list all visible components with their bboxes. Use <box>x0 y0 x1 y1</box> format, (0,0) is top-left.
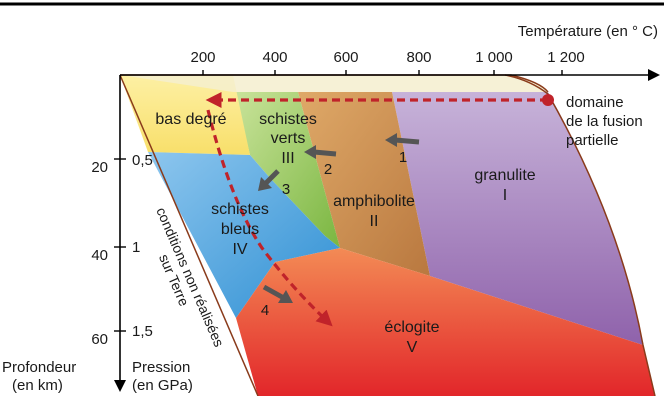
axis-title-temperature: Température (en ° C) <box>518 23 658 40</box>
arrow-3 <box>264 169 280 185</box>
tick-label: 1 200 <box>547 49 585 66</box>
legend-fusion: domaine de la fusion partielle <box>566 94 643 149</box>
transition-label: 3 <box>282 181 290 198</box>
label-granulite-num: I <box>503 187 507 204</box>
label-schistes-bleus-num: IV <box>232 241 247 258</box>
arrow-2 <box>313 149 337 157</box>
region-eclogite <box>236 248 655 396</box>
arrow-1 <box>394 137 420 145</box>
tick-label: 600 <box>333 49 358 66</box>
legend-line: de la fusion <box>566 113 643 130</box>
depth-unit: (en km) <box>12 377 63 394</box>
label-granulite: granulite <box>474 167 535 184</box>
label-schistes-bleus-2: bleus <box>221 221 259 238</box>
depth-tick: 40 <box>91 247 108 264</box>
pressure-tick: 1,5 <box>132 323 153 340</box>
depth-title: Profondeur <box>2 359 76 376</box>
transition-label: 2 <box>324 161 332 178</box>
legend-line: domaine <box>566 94 624 111</box>
upper-edge-band <box>120 75 548 92</box>
label-eclogite-num: V <box>407 339 418 356</box>
pressure-unit: (en GPa) <box>132 377 193 394</box>
fusion-curve <box>504 74 656 396</box>
tick-label: 400 <box>262 49 287 66</box>
region-schistes-bleus <box>148 152 340 318</box>
depth-tick: 20 <box>91 159 108 176</box>
depth-tick: 60 <box>91 331 108 348</box>
pressure-tick: 0,5 <box>132 152 153 169</box>
left-edge <box>119 74 259 396</box>
facies-labels: bas degré schistes verts III amphibolite… <box>155 111 535 356</box>
label-amphibolite-num: II <box>370 213 379 230</box>
label-schistes-bleus: schistes <box>211 201 269 218</box>
arrow-4 <box>262 284 284 300</box>
transition-arrows: 1 2 3 4 <box>258 133 420 319</box>
tick-label: 200 <box>190 49 215 66</box>
label-schistes-verts-2: verts <box>271 130 306 147</box>
label-schistes-verts: schistes <box>259 111 317 128</box>
label-eclogite: éclogite <box>384 319 439 336</box>
tick-label: 1 000 <box>475 49 513 66</box>
label-amphibolite: amphibolite <box>333 193 415 210</box>
label-schistes-verts-num: III <box>281 150 294 167</box>
pressure-tick: 1 <box>132 239 140 256</box>
pressure-title: Pression <box>132 359 190 376</box>
transition-label: 1 <box>399 149 407 166</box>
label-bas-degre: bas degré <box>155 111 226 128</box>
transition-label: 4 <box>261 302 269 319</box>
depth-pressure-axis: 20 40 60 0,5 1 1,5 Profondeur (en km) Pr… <box>2 75 193 394</box>
temperature-axis: Température (en ° C) 200 400 600 800 1 0… <box>120 23 660 81</box>
metamorphic-path <box>205 92 554 327</box>
path-descending <box>206 109 333 327</box>
region-schistes-verts <box>235 92 340 248</box>
legend-line: partielle <box>566 132 619 149</box>
tick-label: 800 <box>406 49 431 66</box>
fusion-dot <box>542 94 554 106</box>
